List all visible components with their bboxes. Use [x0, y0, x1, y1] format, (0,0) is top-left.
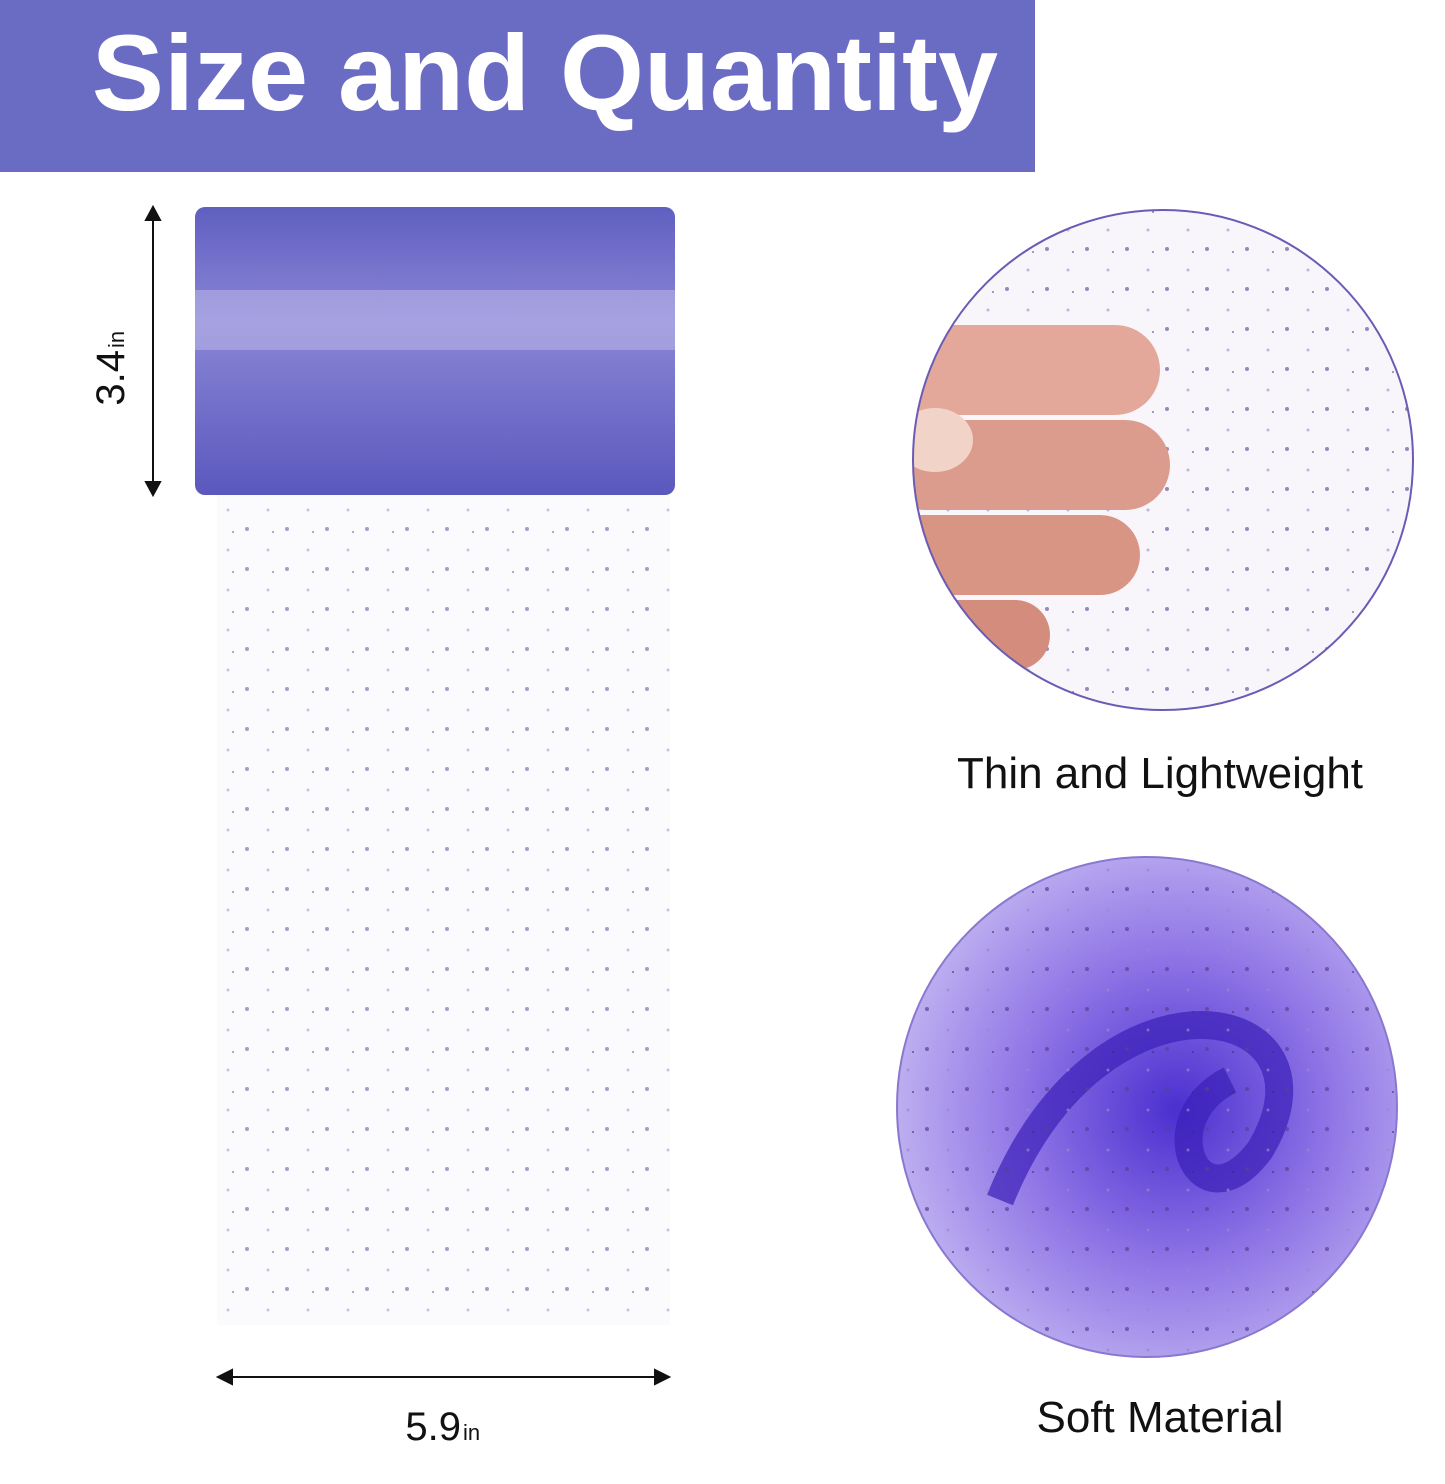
feature-label: Soft Material	[1037, 1393, 1284, 1442]
title: Size and Quantity	[92, 12, 998, 133]
width-unit: in	[463, 1420, 480, 1445]
height-arrow	[144, 204, 162, 498]
height-value: 3.4	[89, 350, 133, 406]
lightweight-photo	[913, 210, 1413, 710]
roll-sparkle	[195, 290, 675, 350]
tulle-roll	[195, 207, 675, 495]
width-value: 5.9	[405, 1405, 461, 1449]
feature-label: Thin and Lightweight	[957, 749, 1363, 798]
soft-photo	[897, 857, 1397, 1357]
title-banner	[0, 0, 1035, 172]
height-unit: in	[104, 331, 129, 348]
glitter	[217, 495, 670, 1325]
width-arrow	[215, 1368, 672, 1386]
